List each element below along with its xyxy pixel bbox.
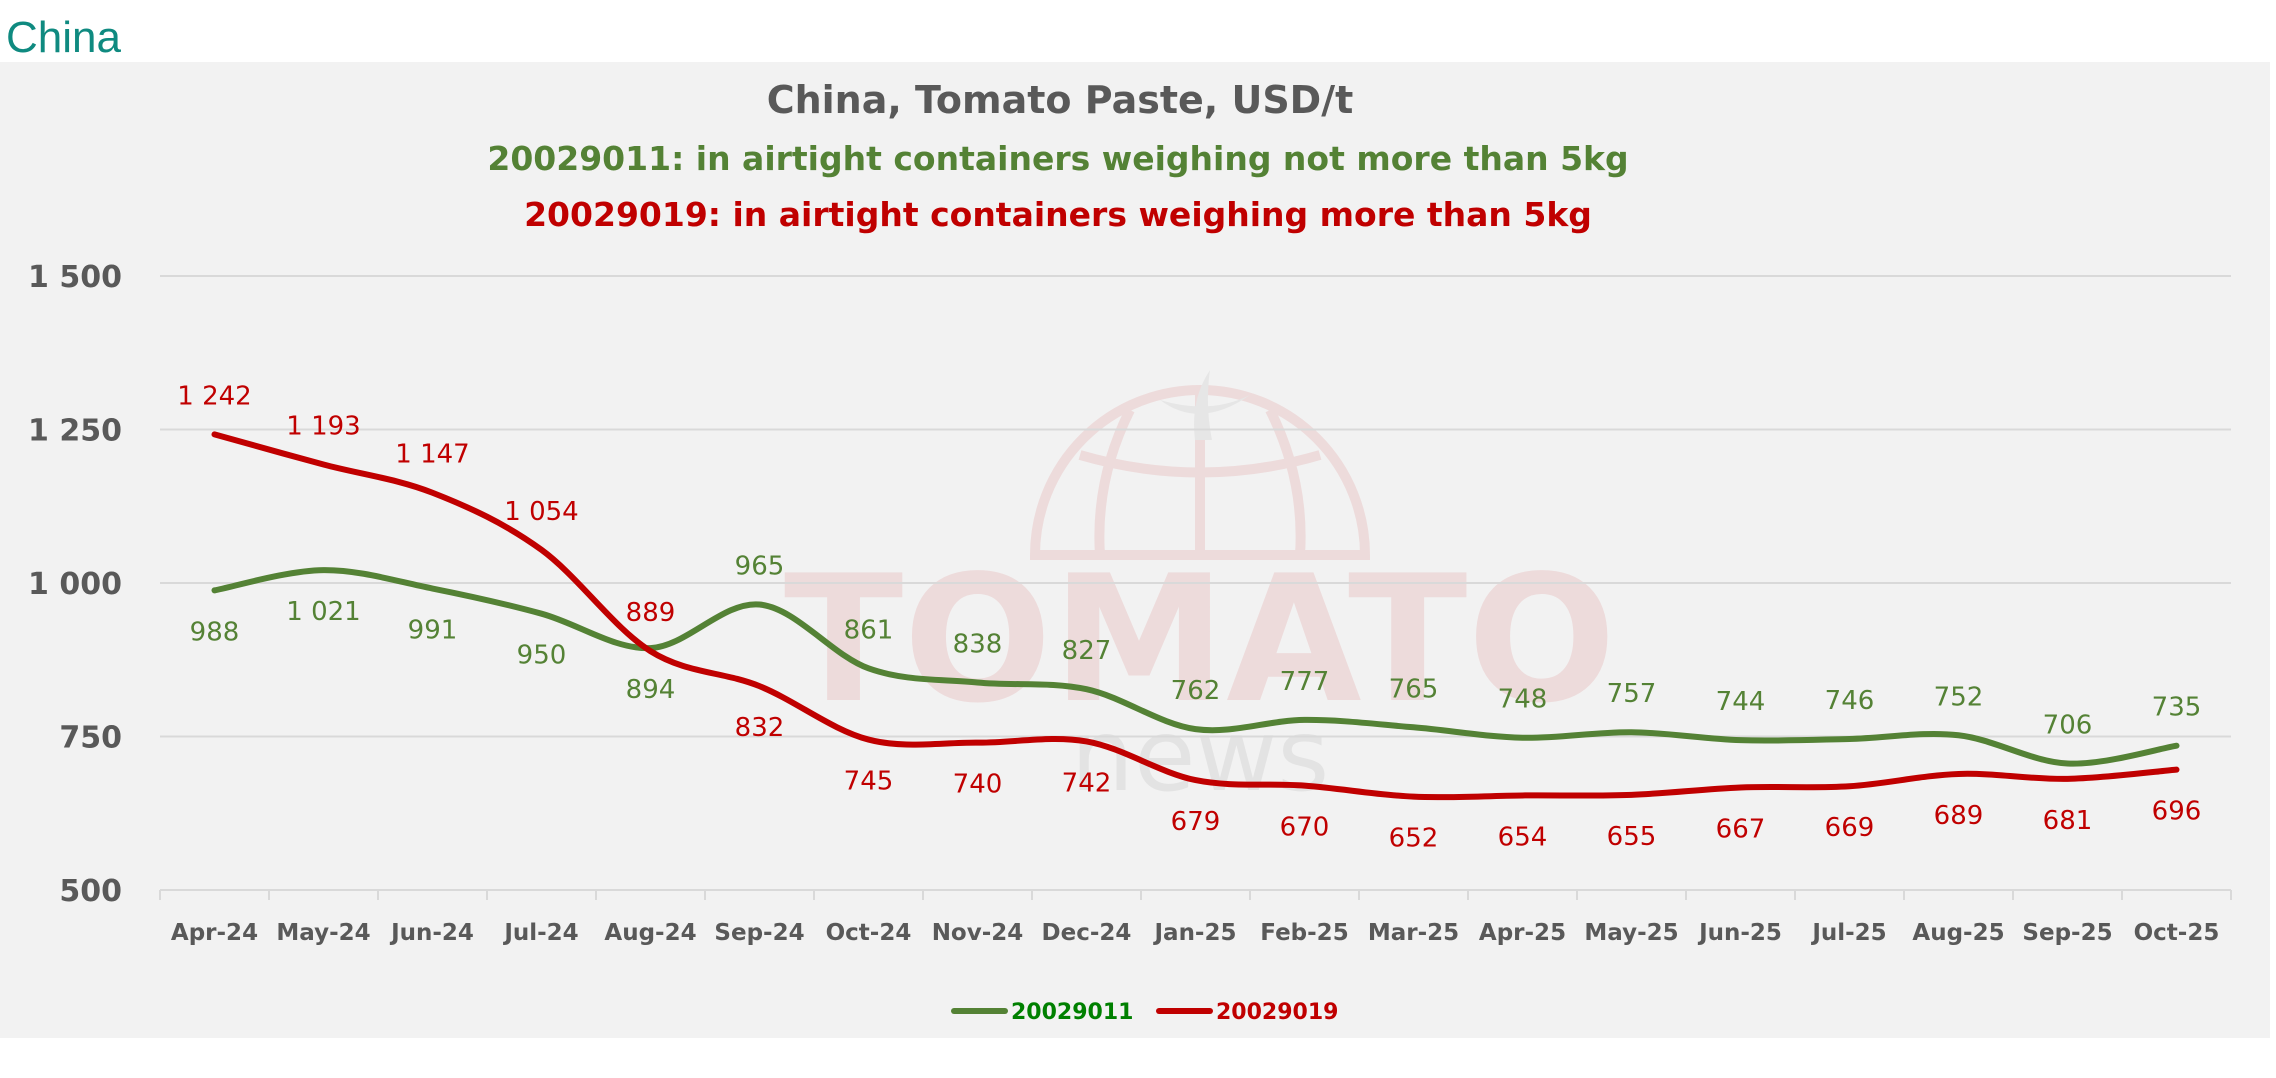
data-label: 654 (1498, 822, 1548, 852)
data-label: 679 (1171, 807, 1221, 837)
data-label: 652 (1389, 824, 1439, 854)
data-label: 889 (626, 598, 676, 628)
watermark-brand: TOMATO (784, 539, 1616, 742)
data-label: 746 (1825, 686, 1875, 716)
data-label: 777 (1280, 667, 1330, 697)
chart-panel (0, 62, 2270, 1038)
data-label: 745 (844, 767, 894, 797)
data-label: 1 193 (286, 411, 360, 441)
y-tick-label: 1 500 (28, 260, 122, 295)
x-axis: Apr-24 May-24 Jun-24 Jul-24 Aug-24 Sep-24 Oct-… (159, 889, 2232, 946)
data-label: 827 (1062, 636, 1112, 666)
y-tick-label: 500 (59, 874, 122, 909)
x-tick-label: Jun-24 (389, 920, 474, 946)
chart-title: China, Tomato Paste, USD/t (767, 78, 1354, 122)
page-section-title: China (6, 13, 121, 62)
y-tick-label: 750 (59, 721, 122, 756)
x-tick-label: Sep-24 (714, 920, 804, 946)
data-label: 706 (2043, 711, 2093, 741)
data-label: 950 (517, 641, 567, 671)
data-labels: 988 1 021 991 950 894 965 861 838 827 762 777 765 74… (177, 381, 2201, 853)
x-tick-label: Sep-25 (2022, 920, 2112, 946)
watermark-globe-icon (1029, 385, 1371, 560)
data-label: 670 (1280, 813, 1330, 843)
data-label: 752 (1934, 682, 1984, 712)
series-lines (211, 431, 2180, 801)
data-label: 742 (1062, 768, 1112, 798)
x-tick-label: Mar-25 (1368, 920, 1459, 946)
y-tick-label: 1 250 (28, 414, 122, 449)
data-label: 748 (1498, 685, 1548, 715)
data-label: 861 (844, 615, 894, 645)
watermark-stem-icon (1160, 370, 1250, 440)
chart-subtitle-green: 20029011: in airtight containers weighin… (487, 139, 1628, 178)
legend-label-20029019: 20029019 (1216, 1000, 1338, 1025)
data-label: 762 (1171, 676, 1221, 706)
data-label: 1 054 (504, 497, 578, 527)
x-tick-label: May-25 (1584, 920, 1678, 946)
series-line-20029019 (211, 431, 2180, 801)
x-tick-label: Dec-24 (1042, 920, 1132, 946)
data-label: 667 (1716, 814, 1766, 844)
data-label: 757 (1607, 679, 1657, 709)
data-label: 838 (953, 629, 1003, 659)
legend: 20029011 20029019 (951, 1000, 1338, 1025)
legend-item-20029019[interactable]: 20029019 (1156, 1000, 1338, 1025)
data-label: 988 (190, 617, 240, 647)
x-tick-label: Nov-24 (932, 920, 1024, 946)
watermark: TOMATO news (784, 370, 1616, 814)
x-tick-label: Apr-24 (171, 920, 258, 946)
x-tick-label: Oct-24 (826, 920, 912, 946)
x-tick-label: Jul-24 (502, 920, 578, 946)
data-label: 1 021 (286, 597, 360, 627)
data-label: 765 (1389, 674, 1439, 704)
x-tick-label: Jun-25 (1697, 920, 1782, 946)
data-label: 696 (2152, 797, 2202, 827)
data-label: 655 (1607, 822, 1657, 852)
data-label: 894 (626, 675, 676, 705)
legend-label-20029011: 20029011 (1011, 1000, 1133, 1025)
data-label: 740 (953, 770, 1003, 800)
x-tick-label: Feb-25 (1260, 920, 1348, 946)
legend-item-20029011[interactable]: 20029011 (951, 1000, 1133, 1025)
y-axis: 500 750 1 000 1 250 1 500 (28, 260, 122, 909)
data-label: 965 (735, 551, 785, 581)
data-label: 681 (2043, 806, 2093, 836)
x-tick-label: Jan-25 (1152, 920, 1236, 946)
data-label: 669 (1825, 813, 1875, 843)
series-line-20029011 (211, 567, 2180, 767)
data-label: 744 (1716, 687, 1766, 717)
x-tick-label: May-24 (276, 920, 370, 946)
chart-subtitle-red: 20029019: in airtight containers weighin… (524, 195, 1592, 234)
x-tick-label: Aug-25 (1912, 920, 2004, 946)
y-tick-label: 1 000 (28, 567, 122, 602)
data-label: 689 (1934, 801, 1984, 831)
data-label: 1 147 (395, 440, 469, 470)
x-tick-label: Apr-25 (1479, 920, 1566, 946)
watermark-sub: news (1071, 697, 1330, 814)
data-label: 1 242 (177, 381, 251, 411)
data-label: 832 (735, 713, 785, 743)
x-tick-label: Jul-25 (1810, 920, 1886, 946)
data-label: 991 (408, 616, 458, 646)
x-tick-label: Aug-24 (604, 920, 696, 946)
x-tick-label: Oct-25 (2134, 920, 2220, 946)
data-label: 735 (2152, 693, 2202, 723)
